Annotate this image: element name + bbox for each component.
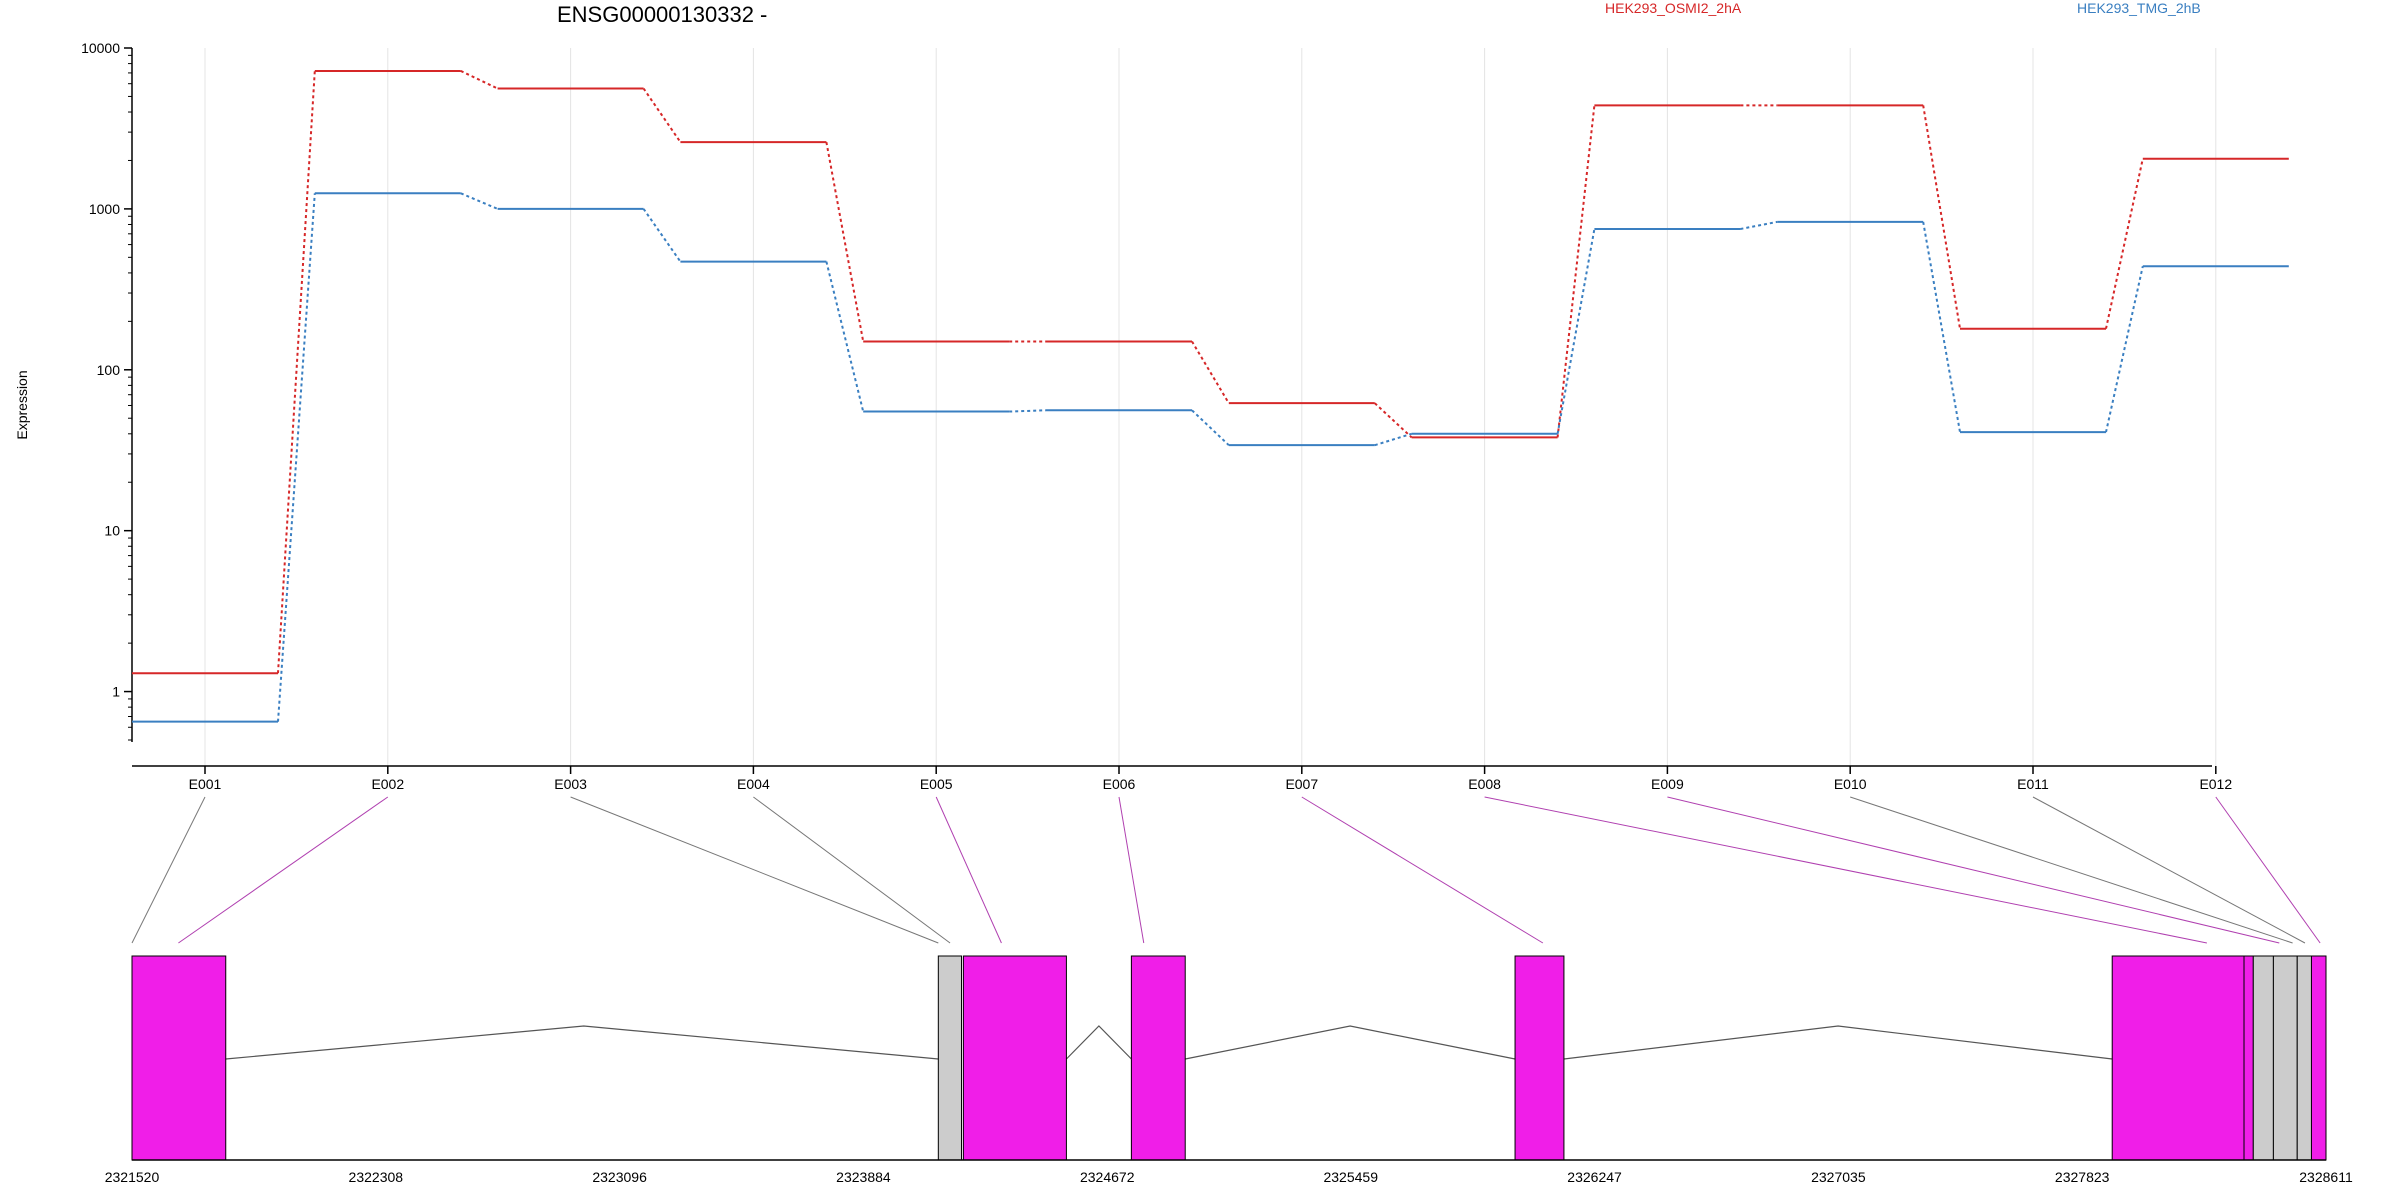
- genomic-coordinate-label: 2325459: [1323, 1169, 1378, 1185]
- exon-link-line: [178, 796, 389, 944]
- series-connector: [1374, 432, 1412, 447]
- series-connector: [1556, 228, 1596, 434]
- exon-block: [2111, 955, 2245, 1161]
- x-tick-label: E011: [2017, 776, 2049, 792]
- y-tick-label: 100: [97, 362, 121, 378]
- exon-link-line: [753, 796, 951, 944]
- exon-link-line: [1850, 796, 2293, 944]
- genomic-coordinate-label: 2323096: [592, 1169, 647, 1185]
- series-connector: [460, 70, 499, 90]
- series-connector: [1922, 221, 1961, 433]
- exon-link-line: [1301, 796, 1544, 944]
- y-axis-label: Expression: [14, 370, 30, 439]
- intron-line: [1065, 1025, 1132, 1060]
- series-connector: [1922, 105, 1961, 329]
- exon-link-line: [131, 796, 206, 944]
- x-tick-label: E007: [1285, 776, 1318, 792]
- exon-link-line: [1118, 796, 1145, 944]
- exon-block: [2296, 955, 2312, 1161]
- series-connector: [642, 87, 682, 143]
- gene-model: 2321520 2322308 2323096 2323884 2324672 23254…: [105, 955, 2353, 1185]
- series-connector: [1191, 340, 1230, 404]
- exon-block: [131, 955, 227, 1161]
- x-tick-label: E003: [554, 776, 587, 792]
- chart-title: ENSG00000130332 -: [557, 2, 767, 27]
- series-2: [132, 192, 2289, 723]
- x-tick-label: E001: [189, 776, 222, 792]
- x-tick-label: E005: [920, 776, 953, 792]
- genomic-coordinate-label: 2321520: [105, 1169, 160, 1185]
- exon-link-line: [2032, 796, 2306, 944]
- x-tick-label: E006: [1103, 776, 1136, 792]
- x-tick-label: E012: [2199, 776, 2232, 792]
- series-connector: [1191, 409, 1230, 446]
- series-connector: [277, 70, 316, 674]
- series-connector: [460, 192, 498, 210]
- x-tick-label: E004: [737, 776, 770, 792]
- series-connector: [642, 208, 682, 263]
- exon-block: [937, 955, 963, 1161]
- axes: 10000 1000 100 10 1 E001 E002 E003 E004 E005 E006 E…: [81, 40, 2232, 792]
- series-connector: [1374, 402, 1413, 439]
- exon-block: [1130, 955, 1186, 1161]
- legend-entry-tmg: HEK293_TMG_2hB: [2077, 0, 2201, 16]
- exon-block: [2252, 955, 2274, 1161]
- legend-entry-osmi: HEK293_OSMI2_2hA: [1605, 0, 1742, 16]
- series-connector: [825, 141, 865, 342]
- exon-link-line: [2215, 796, 2321, 944]
- genomic-coordinate-label: 2327823: [2055, 1169, 2110, 1185]
- x-tick-label: E009: [1651, 776, 1684, 792]
- exon-block: [1514, 955, 1565, 1161]
- y-tick-label: 10000: [81, 40, 120, 56]
- intron-line: [1185, 1025, 1516, 1060]
- series-1: [132, 69, 2289, 675]
- x-tick-label: E010: [1834, 776, 1867, 792]
- exon-block: [962, 955, 1067, 1161]
- genomic-coordinate-label: 2327035: [1811, 1169, 1866, 1185]
- exon-link-lines: [131, 796, 2321, 944]
- exon-block: [2272, 955, 2298, 1161]
- intron-line: [225, 1025, 939, 1060]
- exon-block: [2310, 955, 2327, 1161]
- genomic-coordinate-label: 2326247: [1567, 1169, 1622, 1185]
- exon-link-line: [1667, 796, 2280, 944]
- gridlines: [204, 48, 2217, 766]
- genomic-coordinate-label: 2322308: [349, 1169, 404, 1185]
- series-connector: [1009, 409, 1047, 413]
- genomic-coordinate-label: 2324672: [1080, 1169, 1135, 1185]
- series-connector: [1740, 220, 1778, 230]
- x-tick-label: E002: [371, 776, 404, 792]
- series-connector: [2105, 266, 2144, 433]
- intron-line: [1563, 1025, 2113, 1060]
- exon-block: [2243, 955, 2254, 1161]
- series-connector: [277, 193, 316, 722]
- series-connector: [1556, 105, 1596, 438]
- series-connector: [2105, 158, 2144, 329]
- series-lines: [132, 69, 2289, 723]
- exon-link-line: [1484, 796, 2207, 944]
- y-tick-label: 10: [104, 523, 120, 539]
- genomic-coordinate-label: 2323884: [836, 1169, 891, 1185]
- genomic-coordinate-label: 2328611: [2299, 1169, 2353, 1185]
- x-tick-label: E008: [1468, 776, 1501, 792]
- y-tick-label: 1: [112, 684, 120, 700]
- y-tick-label: 1000: [89, 201, 120, 217]
- series-connector: [825, 261, 865, 412]
- exon-link-line: [935, 796, 1002, 944]
- exon-link-line: [570, 796, 939, 944]
